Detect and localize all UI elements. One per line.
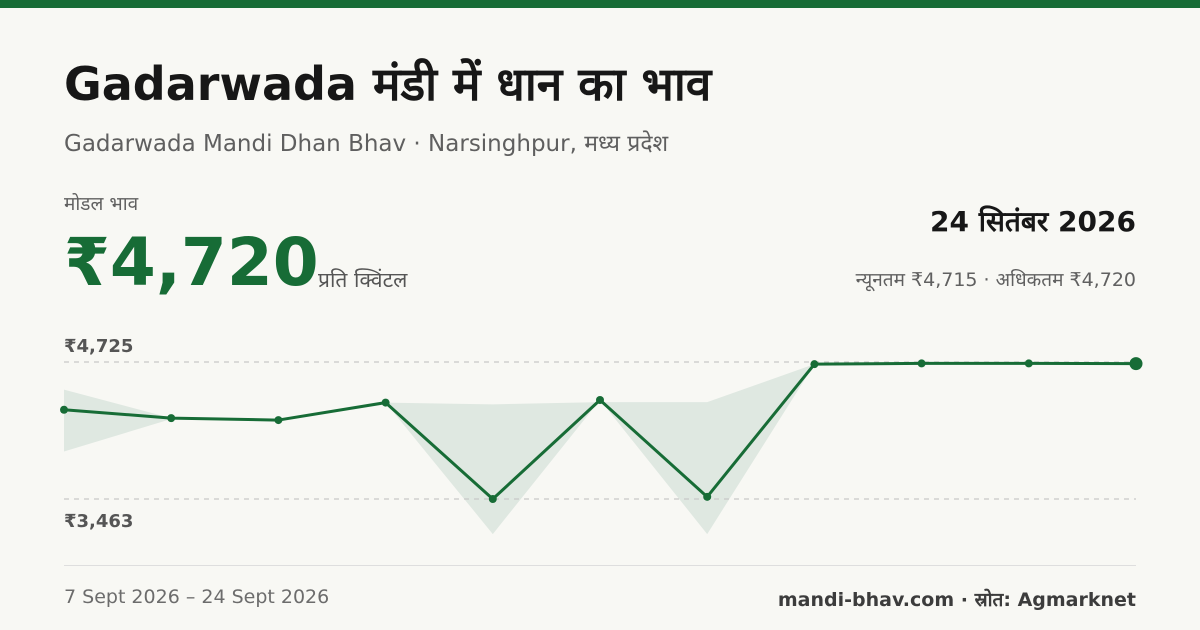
min-price: न्यूनतम ₹4,715 — [855, 269, 978, 291]
modal-price-label: मोडल भाव — [64, 193, 139, 215]
modal-price-line-layer — [63, 361, 1137, 501]
top-accent-bar — [0, 0, 1200, 8]
source-credit: mandi-bhav.com · स्रोत: Agmarknet — [777, 589, 1136, 611]
page-subtitle: Gadarwada Mandi Dhan Bhav · Narsinghpur,… — [64, 131, 669, 157]
data-point-1 — [167, 414, 176, 423]
data-point-7 — [810, 360, 819, 369]
data-point-0 — [60, 405, 68, 414]
data-point-3 — [381, 398, 390, 407]
data-point-5 — [596, 395, 604, 404]
modal-price-value: ₹4,720 — [64, 224, 319, 301]
range-separator: · — [983, 269, 990, 291]
y-tick-layer: ₹4,725 ₹3,463 — [64, 336, 133, 532]
y-tick-label-1: ₹3,463 — [64, 511, 133, 532]
data-point-8 — [917, 359, 926, 368]
price-date: 24 सितंबर 2026 — [930, 205, 1136, 238]
price-range-band — [64, 363, 1136, 535]
modal-price-line — [63, 361, 1137, 501]
footer-divider — [64, 565, 1136, 566]
data-point-6 — [703, 492, 712, 501]
max-price: अधिकतम ₹4,720 — [995, 269, 1136, 291]
date-range: 7 Sept 2026 – 24 Sept 2026 — [64, 586, 330, 608]
data-point-9 — [1024, 359, 1033, 368]
price-range-band-layer — [64, 363, 1136, 535]
data-point-layer — [60, 357, 1143, 503]
price-unit: प्रति क्विंटल — [318, 268, 408, 292]
price-range: न्यूनतम ₹4,715 · अधिकतम ₹4,720 — [856, 266, 1136, 292]
data-point-10 — [1129, 357, 1143, 371]
y-tick-label-0: ₹4,725 — [64, 336, 133, 357]
page-title: Gadarwada मंडी में धान का भाव — [64, 57, 712, 111]
grid-layer — [64, 361, 1136, 500]
data-point-4 — [488, 495, 497, 503]
data-point-2 — [274, 416, 283, 425]
